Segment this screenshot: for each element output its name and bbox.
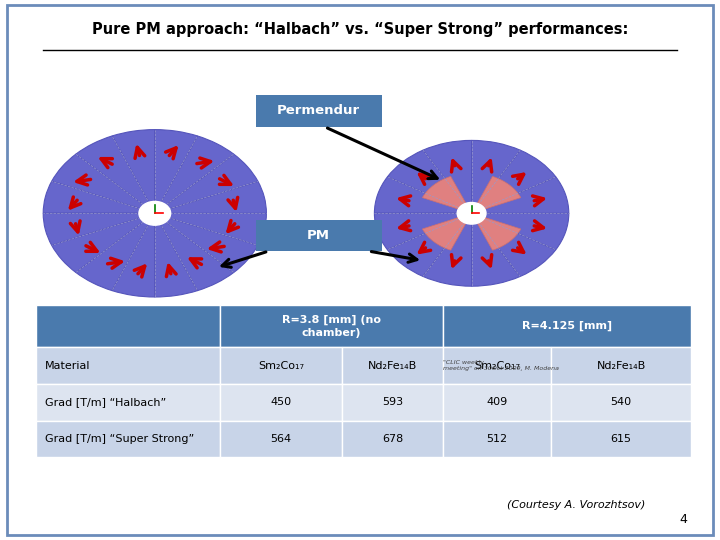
Text: Pure PM approach: “Halbach” vs. “Super Strong” performances:: Pure PM approach: “Halbach” vs. “Super S…: [92, 22, 628, 37]
Text: R=4.125 [mm]: R=4.125 [mm]: [522, 321, 612, 332]
Text: 678: 678: [382, 434, 403, 444]
Wedge shape: [52, 213, 155, 273]
Wedge shape: [472, 213, 556, 276]
FancyBboxPatch shape: [551, 347, 691, 384]
FancyBboxPatch shape: [36, 347, 220, 384]
Wedge shape: [387, 150, 472, 213]
Text: R=3.8 [mm] (no
chamber): R=3.8 [mm] (no chamber): [282, 314, 381, 338]
Wedge shape: [155, 130, 197, 213]
Text: 4: 4: [680, 513, 688, 526]
Wedge shape: [387, 213, 472, 276]
Text: "CLIC weekly
meeting" on 30Oct 2009, M. Modena: "CLIC weekly meeting" on 30Oct 2009, M. …: [443, 360, 559, 371]
Text: Material: Material: [45, 361, 90, 370]
Wedge shape: [155, 213, 258, 273]
Wedge shape: [472, 140, 521, 213]
Circle shape: [139, 201, 171, 225]
Text: Grad [T/m] “Super Strong”: Grad [T/m] “Super Strong”: [45, 434, 194, 444]
Wedge shape: [374, 177, 472, 213]
Wedge shape: [76, 213, 155, 291]
Text: 409: 409: [486, 397, 508, 407]
FancyBboxPatch shape: [342, 421, 443, 457]
Text: Permendur: Permendur: [277, 104, 360, 117]
FancyBboxPatch shape: [443, 305, 691, 347]
Wedge shape: [423, 140, 472, 213]
Wedge shape: [472, 213, 521, 286]
FancyBboxPatch shape: [256, 94, 382, 127]
Wedge shape: [112, 130, 155, 213]
FancyBboxPatch shape: [220, 421, 342, 457]
FancyBboxPatch shape: [443, 384, 551, 421]
Wedge shape: [43, 213, 155, 245]
Wedge shape: [423, 213, 472, 286]
Text: 512: 512: [486, 434, 508, 444]
Text: (Courtesy A. Vorozhtsov): (Courtesy A. Vorozhtsov): [507, 500, 645, 510]
Wedge shape: [423, 213, 472, 250]
FancyBboxPatch shape: [36, 305, 220, 347]
Wedge shape: [374, 213, 472, 249]
Wedge shape: [52, 154, 155, 213]
FancyBboxPatch shape: [443, 421, 551, 457]
Text: 540: 540: [611, 397, 631, 407]
Wedge shape: [76, 136, 155, 213]
Text: Nd₂Fe₁₄B: Nd₂Fe₁₄B: [596, 361, 646, 370]
FancyBboxPatch shape: [220, 305, 443, 347]
Text: Grad [T/m] “Halbach”: Grad [T/m] “Halbach”: [45, 397, 166, 407]
Text: 564: 564: [270, 434, 292, 444]
Text: 593: 593: [382, 397, 403, 407]
Wedge shape: [43, 181, 155, 213]
Wedge shape: [112, 213, 155, 297]
Text: 450: 450: [270, 397, 292, 407]
FancyBboxPatch shape: [220, 347, 342, 384]
FancyBboxPatch shape: [256, 220, 382, 251]
Wedge shape: [155, 213, 197, 297]
Wedge shape: [155, 213, 234, 291]
Wedge shape: [155, 181, 266, 213]
Text: 615: 615: [611, 434, 631, 444]
Wedge shape: [472, 177, 521, 213]
FancyBboxPatch shape: [342, 384, 443, 421]
FancyBboxPatch shape: [36, 421, 220, 457]
Wedge shape: [155, 136, 234, 213]
Wedge shape: [155, 213, 266, 245]
Wedge shape: [472, 213, 521, 250]
Wedge shape: [423, 177, 472, 213]
FancyBboxPatch shape: [7, 5, 713, 535]
Circle shape: [457, 202, 486, 224]
Text: Sm₂Co₁₇: Sm₂Co₁₇: [258, 361, 304, 370]
Text: Sm₂Co₁₇: Sm₂Co₁₇: [474, 361, 520, 370]
Text: PM: PM: [307, 229, 330, 242]
FancyBboxPatch shape: [36, 384, 220, 421]
Wedge shape: [472, 177, 569, 213]
FancyBboxPatch shape: [342, 347, 443, 384]
FancyBboxPatch shape: [220, 384, 342, 421]
Wedge shape: [472, 213, 569, 250]
FancyBboxPatch shape: [443, 347, 551, 384]
Text: Nd₂Fe₁₄B: Nd₂Fe₁₄B: [368, 361, 417, 370]
Wedge shape: [155, 154, 258, 213]
FancyBboxPatch shape: [551, 384, 691, 421]
Wedge shape: [472, 150, 556, 213]
FancyBboxPatch shape: [551, 421, 691, 457]
